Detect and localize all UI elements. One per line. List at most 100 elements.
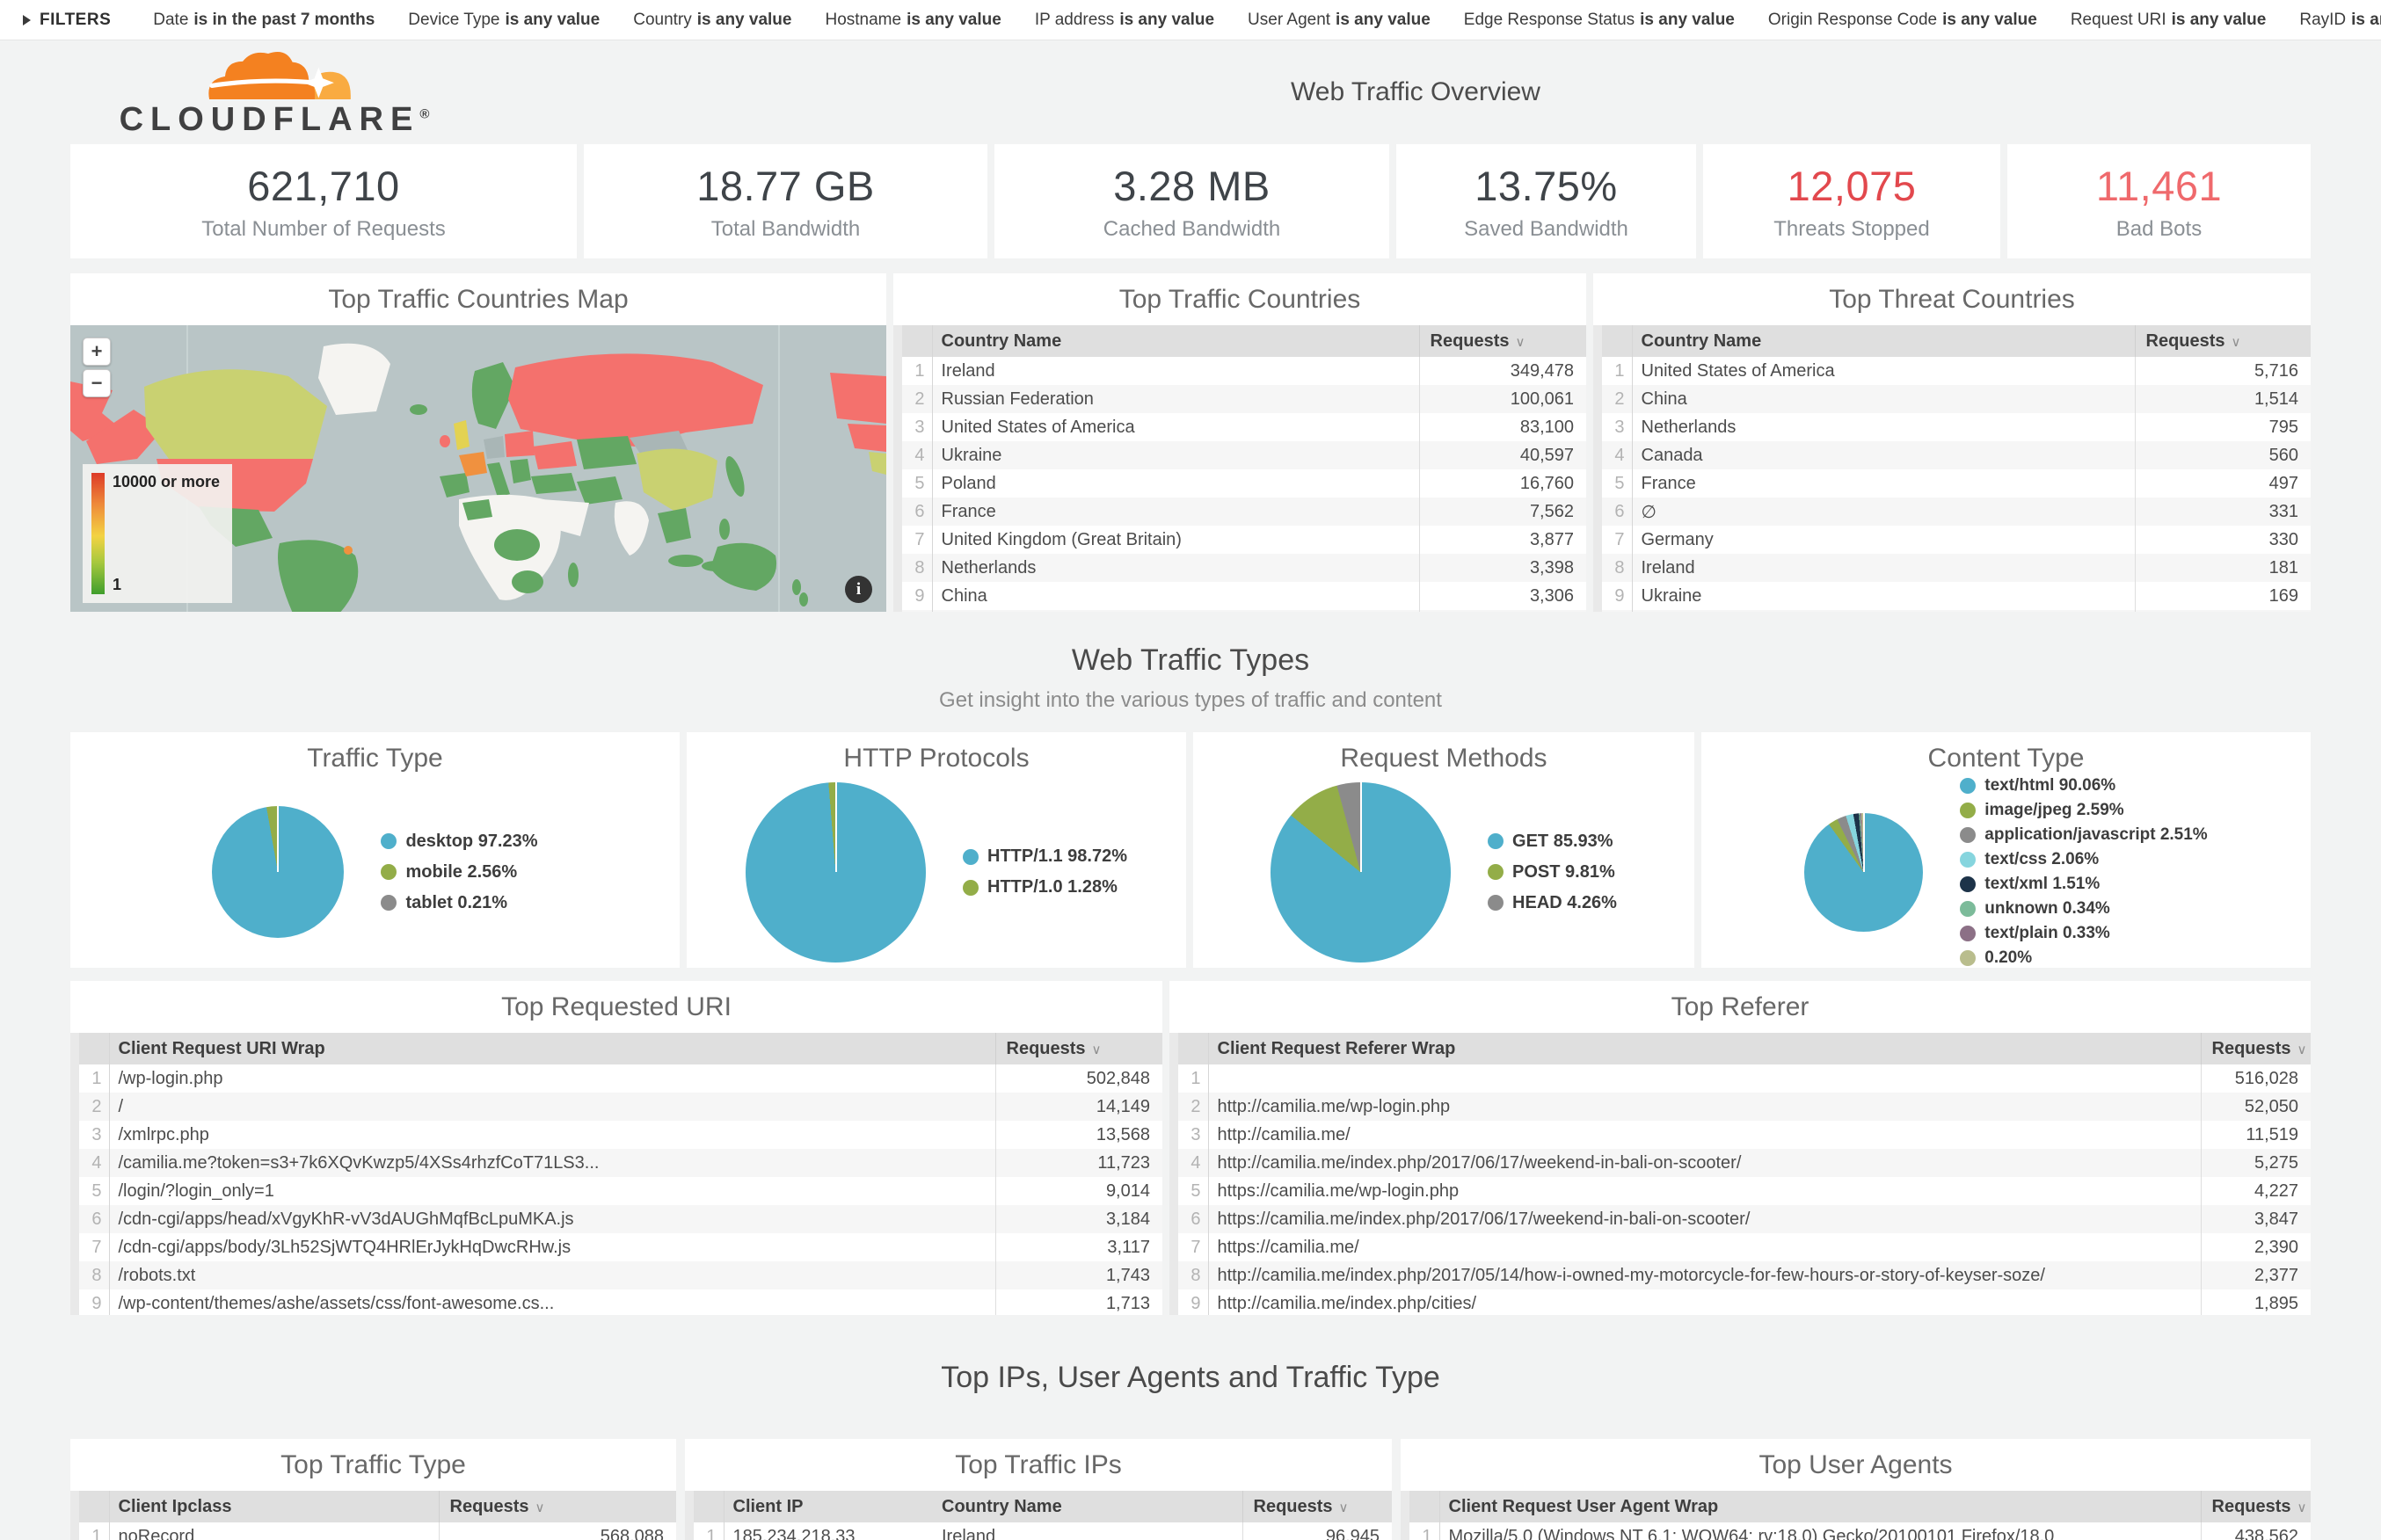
filter-item[interactable]: Country is any value xyxy=(633,10,792,29)
zoom-out-button[interactable]: − xyxy=(83,369,111,397)
kpi-label: Threats Stopped xyxy=(1773,216,1930,241)
table-row[interactable]: 1 185.234.218.33 Ireland 96,945 xyxy=(694,1522,1392,1540)
table-row[interactable]: 9 China 3,306 xyxy=(902,582,1586,610)
table-row[interactable]: 1 United States of America 5,716 xyxy=(1602,357,2311,385)
filter-item[interactable]: Edge Response Status is any value xyxy=(1463,10,1735,29)
legend-item[interactable]: HTTP/1.0 1.28% xyxy=(963,877,1127,897)
table-row[interactable]: 7 Germany 330 xyxy=(1602,526,2311,554)
table-row[interactable]: 1 Ireland 349,478 xyxy=(902,357,1586,385)
table-row[interactable]: 7/cdn-cgi/apps/body/3Lh52SjWTQ4HRlErJykH… xyxy=(79,1233,1162,1261)
column-header-requests[interactable]: Requests ∨ xyxy=(1241,1491,1392,1522)
info-icon[interactable]: i xyxy=(845,576,872,603)
table-row[interactable]: 9 http://camilia.me/index.php/cities/1,89… xyxy=(1178,1289,2311,1315)
table-row[interactable]: 6 ∅ 331 xyxy=(1602,498,2311,526)
top-traffic-countries-panel: Top Traffic Countries Country Name Reque… xyxy=(893,273,1586,612)
column-header-uri[interactable]: Client Request URI Wrap xyxy=(109,1033,995,1064)
filter-item[interactable]: Request URI is any value xyxy=(2070,10,2267,29)
table-row[interactable]: 6/cdn-cgi/apps/head/xVgyKhR-vV3dAUGhMqfB… xyxy=(79,1205,1162,1233)
legend-item[interactable]: text/html 90.06% xyxy=(1960,776,2207,795)
table-row[interactable]: 1 516,028 xyxy=(1178,1064,2311,1093)
legend-item[interactable]: text/plain 0.33% xyxy=(1960,924,2207,943)
table-row[interactable]: 7 United Kingdom (Great Britain) 3,877 xyxy=(902,526,1586,554)
table-row[interactable]: 10Canada2,215 xyxy=(902,610,1586,612)
legend-item[interactable]: text/css 2.06% xyxy=(1960,850,2207,869)
column-header-requests[interactable]: Requests ∨ xyxy=(2134,325,2311,357)
table-row[interactable]: 2 China 1,514 xyxy=(1602,385,2311,413)
traffic-type-pie-chart[interactable] xyxy=(212,806,345,938)
content-type-pie-chart[interactable] xyxy=(1804,812,1924,932)
filter-item[interactable]: User Agent is any value xyxy=(1248,10,1431,29)
column-header-user-agent[interactable]: Client Request User Agent Wrap xyxy=(1439,1491,2201,1522)
panel-title: Top User Agents xyxy=(1758,1450,1953,1479)
legend-item[interactable]: GET 85.93% xyxy=(1488,832,1617,852)
legend-dot-icon xyxy=(1960,827,1977,843)
table-row[interactable]: 1 Mozilla/5.0 (Windows NT 6.1; WOW64; rv:… xyxy=(1409,1522,2311,1540)
table-row[interactable]: 5 https://camilia.me/wp-login.php 4,227 xyxy=(1178,1177,2311,1205)
table-row[interactable]: 1/wp-login.php 502,848 xyxy=(79,1064,1162,1093)
filters-toggle[interactable]: FILTERS xyxy=(23,11,111,30)
table-row[interactable]: 8/robots.txt 1,743 xyxy=(79,1261,1162,1289)
legend-item[interactable]: application/javascript 2.51% xyxy=(1960,825,2208,845)
legend-item[interactable]: desktop 97.23% xyxy=(381,832,538,852)
table-row[interactable]: 9/wp-content/themes/ashe/assets/css/font… xyxy=(79,1289,1162,1315)
legend-item[interactable]: HTTP/1.1 98.72% xyxy=(963,846,1127,867)
legend-item[interactable]: 0.20% xyxy=(1960,948,2207,968)
table-row[interactable]: 8 Netherlands 3,398 xyxy=(902,554,1586,582)
column-header-ipclass[interactable]: Client Ipclass xyxy=(109,1491,439,1522)
table-row[interactable]: 9 Ukraine 169 xyxy=(1602,582,2311,610)
legend-item[interactable]: POST 9.81% xyxy=(1488,862,1617,883)
table-row[interactable]: 4 Canada 560 xyxy=(1602,441,2311,469)
column-header-requests[interactable]: Requests ∨ xyxy=(438,1491,676,1522)
http-protocols-pie-chart[interactable] xyxy=(746,781,927,962)
table-row[interactable]: 3/xmlrpc.php 13,568 xyxy=(79,1121,1162,1149)
legend-label: text/html 90.06% xyxy=(1984,776,2116,795)
table-row[interactable]: 4 Ukraine 40,597 xyxy=(902,441,1586,469)
column-header-country[interactable]: Country Name xyxy=(932,325,1419,357)
row-rank: 6 xyxy=(1602,498,1633,526)
legend-item[interactable]: tablet 0.21% xyxy=(381,893,537,913)
cell-requests: 3,306 xyxy=(1418,582,1586,610)
table-row[interactable]: 8 Ireland 181 xyxy=(1602,554,2311,582)
table-row[interactable]: 2 Russian Federation 100,061 xyxy=(902,385,1586,413)
table-row[interactable]: 4/camilia.me?token=s3+7k6XQvKwzp5/4XSs4r… xyxy=(79,1149,1162,1177)
table-row[interactable]: 2 http://camilia.me/wp-login.php 52,050 xyxy=(1178,1093,2311,1121)
column-header-requests[interactable]: Requests ∨ xyxy=(2200,1491,2311,1522)
table-row[interactable]: 6 https://camilia.me/index.php/2017/06/17… xyxy=(1178,1205,2311,1233)
table-row[interactable]: 5 Poland 16,760 xyxy=(902,469,1586,498)
table-row[interactable]: 3 United States of America 83,100 xyxy=(902,413,1586,441)
dashboard-header: CLOUDFLARE® Web Traffic Overview xyxy=(0,40,2381,144)
table-row[interactable]: 5 France 497 xyxy=(1602,469,2311,498)
column-header-country[interactable]: Country Name xyxy=(1632,325,2135,357)
legend-item[interactable]: HEAD 4.26% xyxy=(1488,893,1617,913)
column-header-country[interactable]: Country Name xyxy=(933,1491,1242,1522)
table-row[interactable]: 5/login/?login_only=1 9,014 xyxy=(79,1177,1162,1205)
table-row[interactable]: 10Singapore158 xyxy=(1602,610,2311,612)
table-row[interactable]: 8 http://camilia.me/index.php/2017/05/14/… xyxy=(1178,1261,2311,1289)
legend-item[interactable]: image/jpeg 2.59% xyxy=(1960,801,2207,820)
filter-item[interactable]: Origin Response Code is any value xyxy=(1767,10,2037,29)
filter-item[interactable]: Device Type is any value xyxy=(408,10,601,29)
table-row[interactable]: 1 noRecord 568,088 xyxy=(79,1522,676,1540)
zoom-in-button[interactable]: + xyxy=(83,338,111,366)
column-header-requests[interactable]: Requests ∨ xyxy=(1418,325,1586,357)
request-methods-pie-chart[interactable] xyxy=(1271,781,1452,962)
table-row[interactable]: 7 https://camilia.me/2,390 xyxy=(1178,1233,2311,1261)
column-header-referer[interactable]: Client Request Referer Wrap xyxy=(1208,1033,2201,1064)
filter-item[interactable]: IP address is any value xyxy=(1034,10,1215,29)
legend-item[interactable]: text/xml 1.51% xyxy=(1960,875,2207,894)
table-row[interactable]: 3 http://camilia.me/11,519 xyxy=(1178,1121,2311,1149)
legend-item[interactable]: mobile 2.56% xyxy=(381,862,537,883)
table-row[interactable]: 3 Netherlands 795 xyxy=(1602,413,2311,441)
column-header-client-ip[interactable]: Client IP xyxy=(724,1491,933,1522)
table-row[interactable]: 2 / 14,149 xyxy=(79,1093,1162,1121)
table-row[interactable]: 4 http://camilia.me/index.php/2017/06/17/… xyxy=(1178,1149,2311,1177)
filter-item[interactable]: Hostname is any value xyxy=(825,10,1001,29)
table-row[interactable]: 6 France 7,562 xyxy=(902,498,1586,526)
column-header-requests[interactable]: Requests ∨ xyxy=(2200,1033,2311,1064)
world-map[interactable]: + − 10000 or more 1 i xyxy=(70,325,886,612)
column-header-requests[interactable]: Requests ∨ xyxy=(994,1033,1162,1064)
filter-item[interactable]: Date is in the past 7 months xyxy=(153,10,375,29)
legend-max-label: 10000 or more xyxy=(113,473,221,490)
legend-item[interactable]: unknown 0.34% xyxy=(1960,899,2207,919)
